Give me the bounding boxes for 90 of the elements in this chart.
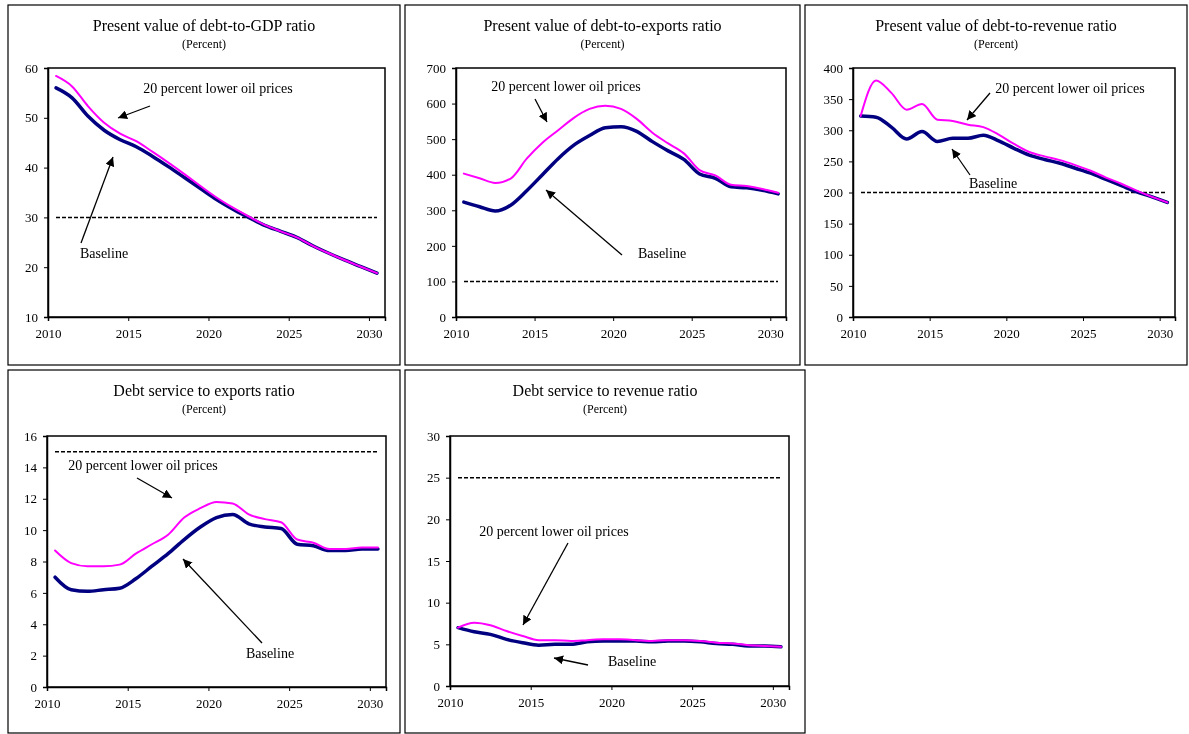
chart-subtitle: (Percent)	[974, 37, 1018, 51]
y-tick-label: 700	[426, 60, 446, 76]
y-tick-label: 200	[426, 238, 446, 254]
chart-subtitle: (Percent)	[182, 37, 226, 51]
y-tick-label: 20	[427, 511, 440, 527]
annotation: Baseline	[637, 246, 687, 262]
y-tick-label: 30	[25, 210, 38, 226]
y-tick-label: 10	[25, 309, 38, 325]
line-series	[462, 104, 780, 194]
x-tick-label: 2025	[679, 695, 706, 711]
y-tick-label: 15	[427, 553, 440, 569]
x-tick-label: 2025	[679, 326, 706, 342]
line-series	[859, 79, 1169, 204]
y-tick-label: 10	[24, 522, 37, 538]
annotation: Baseline	[968, 176, 1018, 192]
y-tick-label: 150	[823, 216, 843, 232]
y-tick-label: 350	[823, 91, 843, 107]
annotation: 20 percent lower oil prices	[491, 79, 641, 95]
y-tick-label: 30	[427, 428, 440, 444]
x-tick-label: 2010	[443, 326, 470, 342]
x-tick-label: 2030	[356, 326, 383, 342]
x-tick-label: 2015	[115, 326, 142, 342]
line-series	[53, 512, 380, 594]
y-tick-label: 600	[426, 96, 446, 112]
x-tick-label: 2020	[600, 326, 627, 342]
x-tick-label: 2030	[357, 696, 384, 712]
x-tick-label: 2015	[115, 696, 142, 712]
line-series	[858, 114, 1170, 205]
y-tick-label: 250	[823, 154, 843, 170]
x-tick-label: 2010	[437, 695, 464, 711]
y-tick-label: 300	[426, 202, 446, 218]
x-tick-label: 2025	[276, 696, 303, 712]
x-tick-label: 2010	[34, 696, 61, 712]
y-tick-label: 50	[830, 278, 843, 294]
x-tick-label: 2025	[1070, 326, 1097, 342]
y-tick-label: 16	[24, 428, 38, 444]
x-tick-label: 2020	[598, 695, 625, 711]
y-tick-label: 8	[30, 554, 37, 570]
annotation: 20 percent lower oil prices	[68, 458, 218, 474]
chart-title: Present value of debt-to-GDP ratio	[92, 17, 316, 34]
y-tick-label: 6	[30, 585, 38, 601]
annotation: Baseline	[607, 654, 657, 670]
y-tick-label: 14	[24, 460, 38, 476]
y-tick-label: 400	[426, 167, 446, 183]
x-tick-label: 2020	[993, 326, 1020, 342]
chart-title: Debt service to revenue ratio	[512, 382, 698, 399]
y-tick-label: 50	[25, 110, 38, 126]
y-tick-label: 4	[30, 616, 38, 632]
y-tick-label: 200	[823, 185, 843, 201]
chart-title: Present value of debt-to-exports ratio	[483, 17, 722, 35]
chart-title: Debt service to exports ratio	[113, 382, 295, 400]
y-tick-label: 400	[823, 60, 843, 76]
y-tick-label: 10	[427, 595, 440, 611]
y-tick-label: 0	[30, 679, 37, 695]
x-tick-label: 2030	[1147, 326, 1174, 342]
x-tick-label: 2030	[757, 326, 784, 342]
x-tick-label: 2020	[195, 696, 222, 712]
chart-subtitle: (Percent)	[580, 37, 625, 51]
y-tick-label: 40	[25, 160, 38, 176]
annotation: 20 percent lower oil prices	[143, 81, 293, 97]
y-tick-label: 12	[24, 491, 37, 507]
annotation: Baseline	[245, 646, 295, 662]
y-tick-label: 60	[25, 60, 38, 76]
annotation: 20 percent lower oil prices	[479, 524, 629, 540]
x-tick-label: 2025	[276, 326, 303, 342]
y-tick-label: 20	[25, 259, 38, 275]
x-tick-label: 2015	[518, 695, 545, 711]
y-tick-label: 0	[433, 678, 440, 694]
x-tick-label: 2015	[917, 326, 944, 342]
y-tick-label: 25	[427, 470, 440, 486]
line-series	[462, 124, 780, 213]
annotation: Baseline	[79, 246, 129, 262]
chart-title: Present value of debt-to-revenue ratio	[875, 17, 1117, 34]
y-tick-label: 2	[30, 648, 37, 664]
y-tick-label: 100	[426, 274, 446, 290]
y-tick-label: 0	[439, 309, 446, 325]
y-tick-label: 300	[823, 122, 843, 138]
annotation: 20 percent lower oil prices	[995, 81, 1145, 97]
chart-subtitle: (Percent)	[182, 402, 226, 416]
y-tick-label: 100	[823, 247, 843, 263]
chart-subtitle: (Percent)	[583, 402, 627, 416]
y-tick-label: 500	[426, 131, 446, 147]
x-tick-label: 2010	[840, 326, 867, 342]
y-tick-label: 0	[836, 309, 843, 325]
x-tick-label: 2020	[195, 326, 222, 342]
x-tick-label: 2015	[522, 326, 549, 342]
y-tick-label: 5	[433, 636, 440, 652]
line-series	[54, 500, 379, 568]
x-tick-label: 2010	[35, 326, 62, 342]
x-tick-label: 2030	[760, 695, 787, 711]
